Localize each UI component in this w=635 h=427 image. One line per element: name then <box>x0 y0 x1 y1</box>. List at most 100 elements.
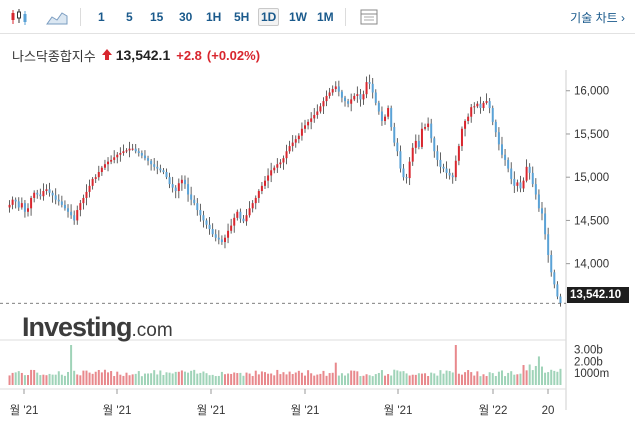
volume-bar <box>396 370 399 385</box>
candle-body <box>165 172 168 178</box>
technical-chart-link[interactable]: 기술 차트 › <box>570 11 625 25</box>
volume-bar <box>116 371 119 385</box>
candle-body <box>476 103 479 107</box>
candle-body <box>319 106 322 112</box>
volume-bar <box>48 373 51 385</box>
candle-body <box>328 92 331 96</box>
candle-body <box>365 82 368 95</box>
volume-bar <box>310 373 313 385</box>
volume-bar <box>494 375 497 385</box>
candle-body <box>113 157 116 160</box>
candle-body <box>448 172 451 176</box>
candle-body <box>248 208 251 216</box>
volume-bar <box>267 373 270 385</box>
volume-bar <box>368 375 371 385</box>
candle-body <box>300 128 303 136</box>
volume-bar <box>353 370 356 385</box>
candle-body <box>137 151 140 153</box>
volume-bar <box>365 374 368 385</box>
volume-bar <box>245 372 248 385</box>
volume-bar <box>190 370 193 385</box>
candle-body <box>33 192 36 198</box>
interval-1m[interactable]: 1M <box>317 10 334 24</box>
volume-bar <box>491 373 494 385</box>
volume-bar <box>393 369 396 385</box>
candle-body <box>534 184 537 195</box>
volume-bar <box>307 370 310 385</box>
last-price-tag: 13,542.10 <box>567 287 629 303</box>
volume-bar <box>534 365 537 385</box>
volume-bar <box>128 375 131 385</box>
candle-body <box>257 191 260 198</box>
volume-bar <box>454 345 457 385</box>
candle-body <box>140 152 143 156</box>
candle-body <box>45 189 48 192</box>
volume-bar <box>119 374 122 385</box>
volume-bar <box>319 373 322 385</box>
candle-body <box>239 211 242 219</box>
volume-bar <box>350 370 353 385</box>
time-tick-label: 월 '21 <box>197 404 226 417</box>
candle-body <box>153 164 156 167</box>
volume-bar <box>476 371 479 385</box>
volume-bar <box>544 372 547 385</box>
interval-15[interactable]: 15 <box>150 10 164 24</box>
volume-bar <box>334 362 337 385</box>
volume-bar <box>291 374 294 385</box>
candle-body <box>190 194 193 200</box>
interval-1[interactable]: 1 <box>98 10 105 24</box>
volume-bar <box>220 371 223 385</box>
interval-1w[interactable]: 1W <box>289 10 307 24</box>
volume-bar <box>467 370 470 385</box>
interval-5h[interactable]: 5H <box>234 10 250 24</box>
volume-bar <box>202 371 205 385</box>
volume-bar <box>531 370 534 385</box>
price-chart[interactable]: 14,000 14,500 15,000 15,500 16,000 3.00b2.00… <box>0 70 635 427</box>
volume-bar <box>97 369 100 385</box>
volume-bar <box>451 372 454 385</box>
volume-bar <box>63 375 66 385</box>
table-icon[interactable] <box>358 7 380 27</box>
area-chart-icon[interactable] <box>46 7 68 27</box>
candle-body <box>91 178 94 186</box>
volume-bar <box>70 345 73 385</box>
volume-bar <box>316 374 319 385</box>
volume-bar <box>171 373 174 385</box>
volume-bar <box>507 372 510 385</box>
volume-bar <box>91 373 94 385</box>
volume-bar <box>54 374 57 385</box>
volume-bar <box>73 370 76 385</box>
volume-bar <box>27 375 30 385</box>
interval-5[interactable]: 5 <box>126 10 133 24</box>
volume-bar <box>214 376 217 385</box>
volume-bar <box>230 373 233 385</box>
interval-30[interactable]: 30 <box>179 10 193 24</box>
candle-body <box>307 121 310 126</box>
volume-bar <box>485 376 488 385</box>
volume-bar <box>513 374 516 385</box>
candle-body <box>297 135 300 140</box>
volume-bar <box>417 373 420 385</box>
volume-bar <box>165 372 168 385</box>
index-name: 나스닥종합지수 <box>12 48 96 64</box>
interval-1h[interactable]: 1H <box>206 10 222 24</box>
candle-body <box>408 161 411 179</box>
volume-bar <box>424 373 427 385</box>
candle-body <box>442 166 445 169</box>
candle-body <box>390 108 393 128</box>
candle-body <box>227 230 230 238</box>
candle-body <box>313 114 316 119</box>
candle-body <box>350 99 353 104</box>
candle-body <box>516 182 519 186</box>
volume-bar <box>430 372 433 385</box>
volume-bar <box>196 373 199 385</box>
volume-bar <box>497 371 500 385</box>
interval-1d[interactable]: 1D <box>258 8 280 26</box>
volume-bar <box>288 371 291 385</box>
candle-body <box>242 218 245 222</box>
volume-bar <box>464 372 467 385</box>
index-price: 13,542.1 <box>115 47 171 63</box>
candlestick-icon[interactable] <box>8 7 30 27</box>
volume-bar <box>57 371 60 385</box>
candle-body <box>82 197 85 204</box>
